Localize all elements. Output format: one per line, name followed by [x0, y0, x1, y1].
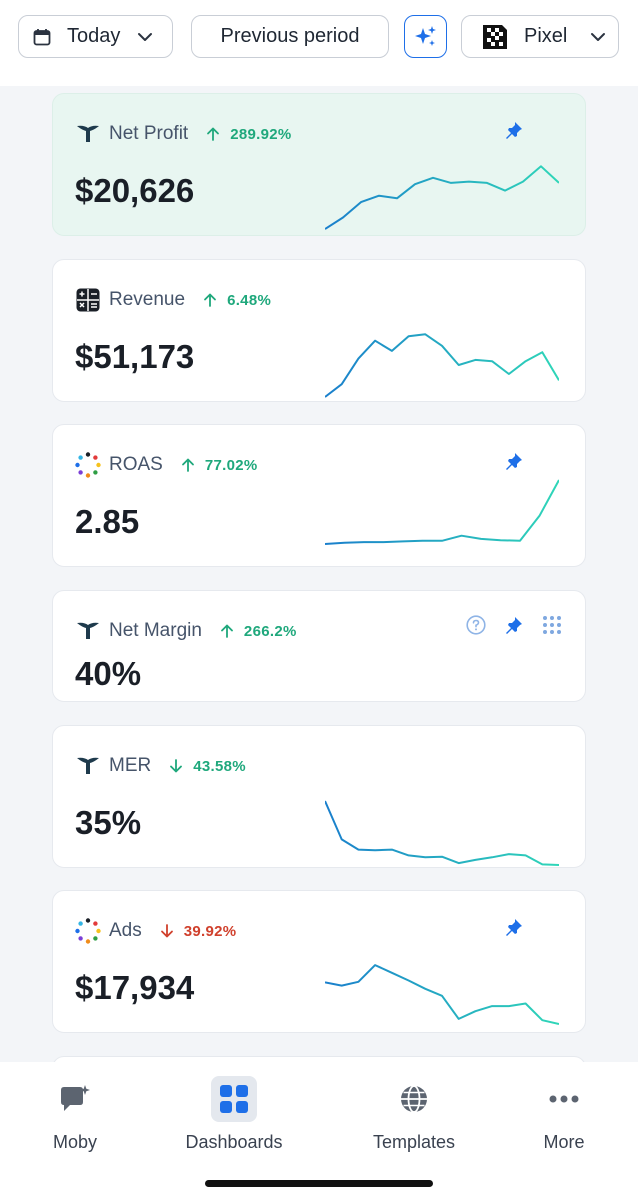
metric-value: 2.85	[75, 503, 140, 540]
sparkline-series	[325, 165, 559, 230]
nav-label: Templates	[372, 1132, 456, 1152]
globe-icon	[391, 1076, 437, 1122]
metric-title: Net Margin	[109, 620, 202, 641]
nav-label: Dashboards	[185, 1132, 283, 1152]
pin-icon[interactable]	[505, 918, 523, 936]
metric-card-header: MER 43.58%	[75, 754, 246, 778]
metric-value: $51,173	[75, 338, 195, 375]
dots-ring-logo-icon	[75, 452, 101, 478]
more-icon	[541, 1076, 587, 1122]
metric-value: 35%	[75, 804, 142, 841]
metric-delta-value: 43.58%	[193, 757, 246, 775]
metric-value: $17,934	[75, 969, 195, 1006]
bottom-navigation: Moby Dashboards Templates	[0, 1062, 638, 1200]
nav-item-dashboards[interactable]: Dashboards	[164, 1076, 304, 1153]
metric-delta: 39.92%	[160, 923, 237, 940]
sparkline-series	[325, 964, 559, 1025]
arrow-up-icon	[204, 293, 216, 307]
nav-label: More	[543, 1132, 585, 1152]
metric-delta-value: 77.02%	[204, 456, 258, 474]
nav-item-moby[interactable]: Moby	[5, 1076, 145, 1153]
metric-title: Revenue	[109, 289, 186, 310]
pixel-source-label: Pixel	[524, 25, 568, 47]
metric-title: ROAS	[109, 454, 163, 475]
arrow-up-icon	[181, 458, 194, 472]
sparkline-series	[325, 479, 559, 545]
metric-value: $20,626	[75, 172, 195, 209]
metric-delta: 77.02%	[181, 457, 258, 474]
pixel-source-dropdown[interactable]: Pixel	[461, 15, 619, 58]
metric-card-header: ROAS 77.02%	[75, 452, 258, 478]
sparkline-chart	[325, 479, 559, 545]
pin-icon[interactable]	[505, 616, 523, 634]
home-indicator	[205, 1180, 433, 1187]
metric-card-header: Revenue 6.48%	[75, 288, 271, 312]
nav-label: Moby	[52, 1132, 97, 1152]
metric-card-mer[interactable]: MER 43.58% 35%	[52, 725, 586, 868]
sparkline-series	[325, 333, 559, 398]
metric-card-ads[interactable]: Ads 39.92% $17,934	[52, 890, 586, 1033]
arrow-up-icon	[221, 624, 233, 638]
metric-delta-value: 39.92%	[183, 922, 237, 940]
metric-delta-value: 289.92%	[230, 125, 292, 143]
sparkline-series	[325, 800, 559, 866]
arrow-down-icon	[170, 759, 183, 773]
pin-icon[interactable]	[505, 452, 523, 470]
metric-title: Ads	[109, 920, 142, 941]
metric-delta: 43.58%	[169, 758, 246, 775]
metric-card-net-profit[interactable]: Net Profit 289.92% $20,626	[52, 93, 586, 236]
metric-delta-value: 6.48%	[227, 291, 272, 309]
top-toolbar: Today Previous period Pixel	[0, 0, 638, 86]
metric-card-net-margin[interactable]: Net Margin 266.2% 40%	[52, 590, 586, 702]
nav-item-templates[interactable]: Templates	[344, 1076, 484, 1153]
compare-period-label: Previous period	[220, 25, 360, 47]
sparkline-chart	[325, 333, 559, 398]
chevron-down-icon	[591, 32, 606, 41]
chevron-down-icon	[138, 32, 153, 41]
metric-delta-value: 266.2%	[243, 622, 297, 640]
date-range-label: Today	[67, 25, 121, 47]
chat-sparkle-icon	[52, 1076, 98, 1122]
triple-whale-logo-icon	[75, 618, 101, 644]
triple-whale-logo-icon	[75, 121, 101, 147]
dots-ring-logo-icon	[75, 918, 101, 944]
date-range-dropdown[interactable]: Today	[18, 15, 173, 58]
nav-item-more[interactable]: More	[494, 1076, 634, 1153]
metric-title: MER	[109, 755, 152, 776]
calendar-icon	[33, 28, 51, 45]
arrow-up-icon	[207, 127, 220, 141]
compare-period-button[interactable]: Previous period	[191, 15, 389, 58]
pixel-logo-icon	[483, 24, 507, 49]
sparkline-chart	[325, 165, 559, 230]
metric-card-roas[interactable]: ROAS 77.02% 2.85	[52, 424, 586, 567]
metric-delta: 6.48%	[203, 292, 271, 309]
drag-handle-icon[interactable]	[542, 615, 562, 635]
metric-delta: 266.2%	[220, 623, 297, 640]
calculator-icon	[75, 287, 101, 313]
arrow-down-icon	[160, 924, 173, 938]
sparkle-icon	[414, 25, 436, 46]
metric-title: Net Profit	[109, 123, 189, 144]
metric-delta: 289.92%	[206, 126, 291, 143]
help-icon[interactable]	[466, 615, 486, 635]
sparkline-chart	[325, 964, 559, 1025]
ai-sparkle-button[interactable]	[404, 15, 447, 58]
metric-card-header: Ads 39.92%	[75, 918, 237, 944]
grid-icon	[211, 1076, 257, 1122]
triple-whale-logo-icon	[75, 753, 101, 779]
sparkline-chart	[325, 800, 559, 866]
metric-card-header: Net Margin 266.2%	[75, 619, 297, 643]
pin-icon[interactable]	[505, 121, 523, 139]
metric-value: 40%	[75, 655, 142, 692]
metric-card-header: Net Profit 289.92%	[75, 122, 292, 146]
metric-card-revenue[interactable]: Revenue 6.48% $51,173	[52, 259, 586, 402]
